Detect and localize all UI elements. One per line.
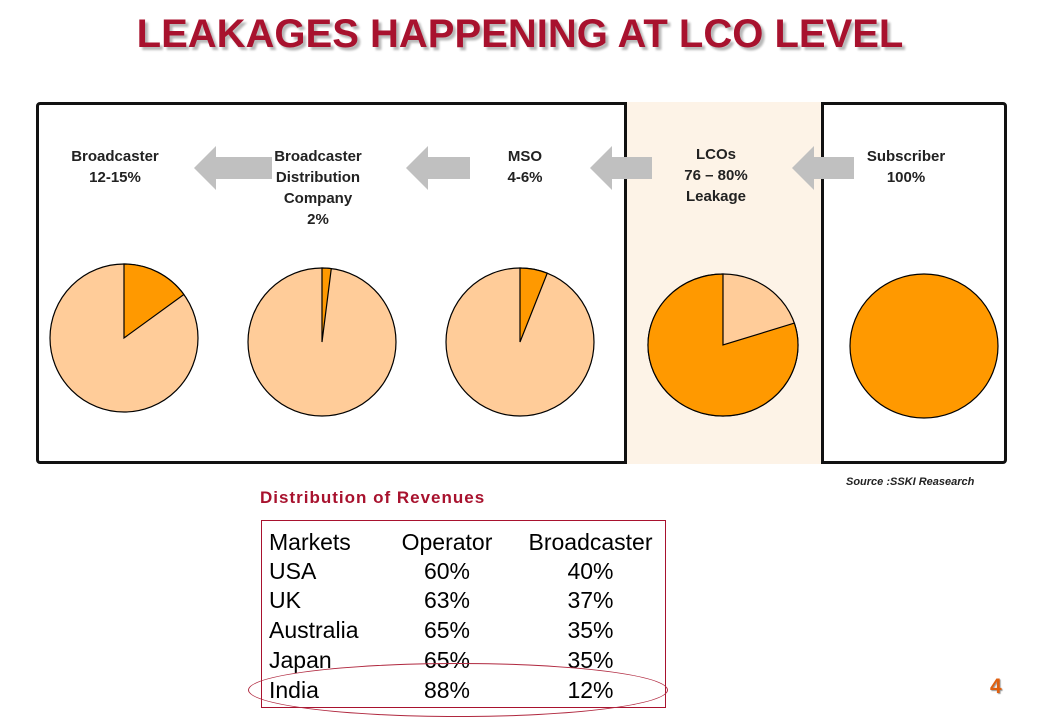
table-row: USA 60% 40% xyxy=(262,556,667,586)
pie-slice-highlight xyxy=(123,263,185,340)
source-note: Source :SSKI Reasearch xyxy=(846,476,975,488)
table-cell: UK xyxy=(269,587,301,613)
stage-label-mso: MSO 4-6% xyxy=(480,146,570,188)
table-cell: 40% xyxy=(567,558,614,584)
stage-note: Leakage xyxy=(685,188,747,205)
table-cell: Australia xyxy=(269,617,359,643)
pie-slice-full xyxy=(849,273,999,419)
stage-value: 12-15% xyxy=(89,169,141,186)
pie-chart-broadcaster-distribution xyxy=(247,267,397,417)
column-header: Operator xyxy=(401,529,493,555)
left-arrow-icon xyxy=(194,146,272,190)
stage-name: Subscriber xyxy=(866,148,946,165)
stage-value: 76 – 80% xyxy=(684,167,748,184)
stage-label-broadcaster-distribution: Broadcaster Distribution Company 2% xyxy=(238,146,398,230)
pie-slice-highlight xyxy=(321,267,332,343)
pie-slice-highlight xyxy=(647,273,799,417)
pie-chart-mso xyxy=(445,267,595,417)
stage-value: 100% xyxy=(886,169,926,186)
page-title: LEAKAGES HAPPENING AT LCO LEVEL xyxy=(136,12,904,56)
stage-label-broadcaster: Broadcaster 12-15% xyxy=(50,146,180,188)
column-header: Markets xyxy=(269,529,351,555)
pie-chart-broadcaster xyxy=(49,263,199,413)
left-arrow-icon xyxy=(406,146,470,190)
table-cell: USA xyxy=(269,558,317,584)
table-row: UK 63% 37% xyxy=(262,585,667,615)
india-highlight-ellipse xyxy=(248,663,668,717)
pie-slice-highlight xyxy=(519,267,549,343)
page-number: 4 xyxy=(990,675,1002,698)
distribution-title: Distribution of Revenues xyxy=(260,488,486,507)
table-row: Australia 65% 35% xyxy=(262,615,667,645)
table-cell: 60% xyxy=(423,558,471,584)
pie-chart-subscriber xyxy=(849,273,999,419)
table-cell: 65% xyxy=(423,617,471,643)
stage-name: Broadcaster Distribution Company xyxy=(274,148,362,207)
stage-name: MSO xyxy=(507,148,543,165)
left-arrow-icon xyxy=(590,146,652,190)
stage-name: LCOs xyxy=(695,146,736,163)
table-cell: 63% xyxy=(423,587,471,613)
stage-value: 4-6% xyxy=(507,169,543,186)
left-arrow-icon xyxy=(792,146,854,190)
pie-chart-lcos xyxy=(647,273,799,417)
stage-label-subscriber: Subscriber 100% xyxy=(846,146,966,188)
table-cell: 37% xyxy=(567,587,614,613)
table-header-row: Markets Operator Broadcaster xyxy=(262,527,667,557)
stage-value: 2% xyxy=(307,211,329,228)
column-header: Broadcaster xyxy=(528,529,653,555)
table-cell: 35% xyxy=(567,617,614,643)
stage-label-lcos: LCOs 76 – 80% Leakage xyxy=(656,144,776,207)
stage-name: Broadcaster xyxy=(71,148,159,165)
